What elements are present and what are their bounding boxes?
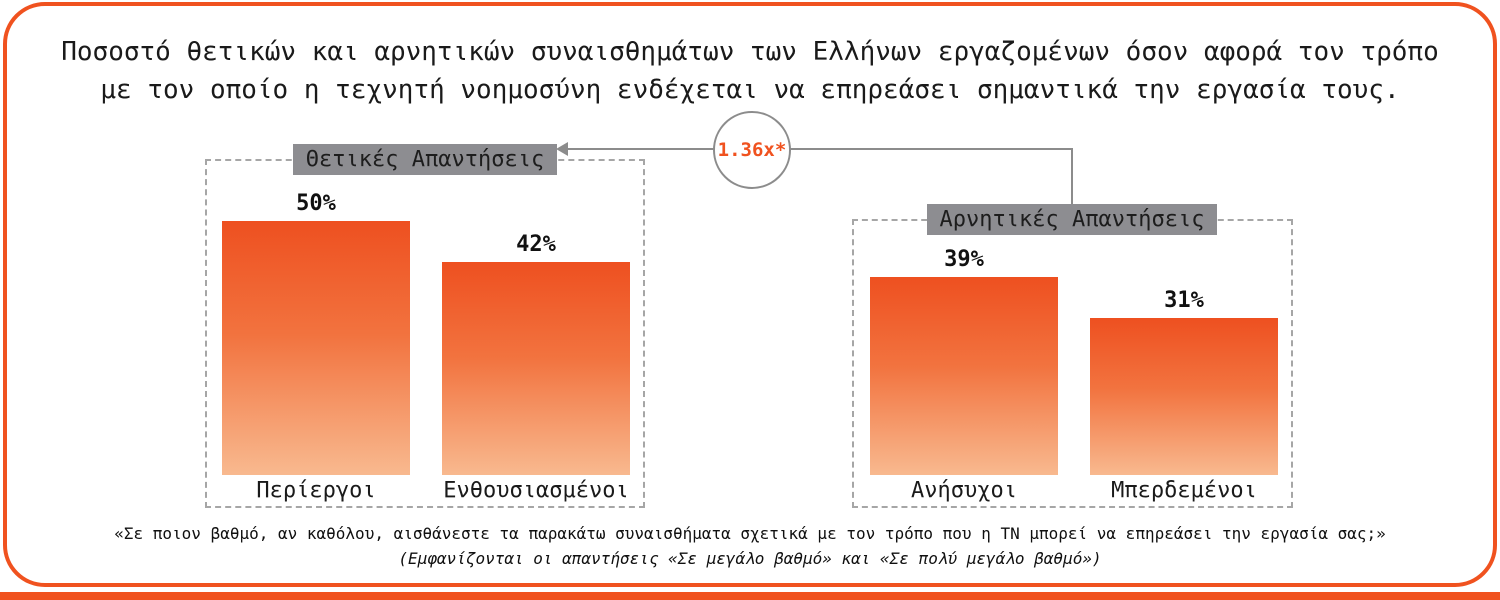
bar-worried [870,277,1058,475]
chart-title-line1: Ποσοστό θετικών και αρνητικών συναισθημά… [61,37,1439,67]
negative-group-label: Αρνητικές Απαντήσεις [927,204,1217,235]
bar-enthusiastic [442,262,630,475]
bar-unit-worried: 39% [870,248,1058,475]
bar-value-label: 31% [1164,288,1204,313]
bar-unit-curious: 50% [222,192,410,475]
survey-question: «Σε ποιον βαθμό, αν καθόλου, αισθάνεστε … [114,524,1386,543]
chart-title-line2: με τον οποίο η τεχνητή νοημοσύνη ενδέχετ… [100,75,1400,105]
survey-footnote: «Σε ποιον βαθμό, αν καθόλου, αισθάνεστε … [0,523,1500,570]
bar-curious [222,221,410,475]
bottom-accent-bar [0,592,1500,600]
bar-unit-enthusiastic: 42% [442,233,630,475]
category-label-curious: Περίεργοι [256,478,376,503]
bar-value-label: 39% [944,247,984,272]
category-label-enthusiastic: Ενθουσιασμένοι [443,478,629,503]
bar-unit-confused: 31% [1090,289,1278,475]
category-label-worried: Ανήσυχοι [911,478,1017,503]
bar-confused [1090,318,1278,475]
connector-line-vertical [1071,148,1073,206]
survey-note: (Εμφανίζονται οι απαντήσεις «Σε μεγάλο β… [398,549,1102,568]
bar-value-label: 50% [296,191,336,216]
ratio-badge: 1.36x* [713,111,791,189]
connector-line-horizontal [568,148,1073,150]
ratio-badge-value: 1.36x* [717,139,787,161]
category-label-confused: Μπερδεμένοι [1111,478,1257,503]
positive-group-label: Θετικές Απαντήσεις [293,144,557,175]
connector-arrowhead-icon [556,142,568,156]
bar-value-label: 42% [516,232,556,257]
chart-title: Ποσοστό θετικών και αρνητικών συναισθημά… [0,33,1500,109]
